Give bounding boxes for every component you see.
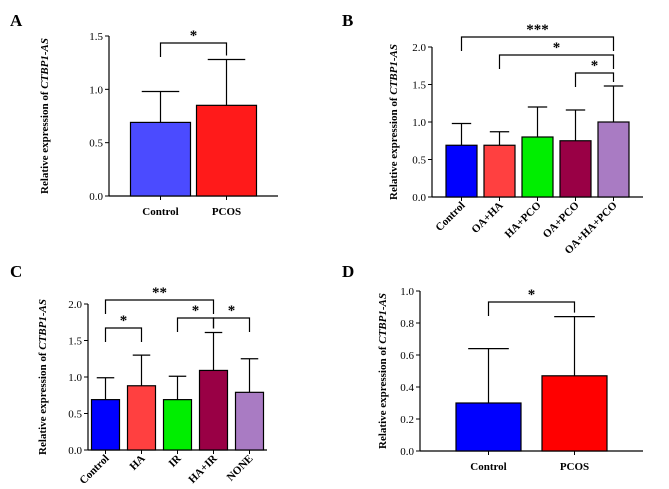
- panel-d-category-label: Control: [470, 461, 506, 473]
- panel-d-bar: [455, 402, 522, 452]
- panel-c-significance-label: **: [152, 285, 167, 301]
- panel-a-y-axis-label-gene: CTBP1-AS: [39, 38, 51, 89]
- panel-d-y-axis-label-gene: CTBP1-AS: [377, 293, 389, 344]
- panel-c-significance-bracket: [212, 317, 251, 332]
- panel-d-y-tick-label: 0.0: [400, 446, 414, 458]
- panel-a-y-tick-label: 1.0: [89, 84, 103, 96]
- panel-d-y-axis-label: Relative expression of CTBP1-AS: [377, 293, 389, 449]
- panel-b-significance-label: *: [591, 58, 599, 74]
- panel-c-y-tick-label: 2.0: [68, 299, 82, 311]
- panel-a-y-tick-label: 0.0: [89, 191, 103, 203]
- panel-b-category-label: HA+PCO: [503, 199, 544, 240]
- panel-c-y-axis-label-gene: CTBP1-AS: [37, 299, 49, 350]
- panel-b-letter: B: [342, 11, 353, 30]
- panel-c-category-label: HA: [127, 453, 147, 473]
- panel-c: C 0.0 0.5 1.0 1.5 2.0 Relative expression of C…: [10, 262, 267, 487]
- panel-c-y-tick-label: 1.5: [68, 336, 82, 348]
- panel-a-category-label: Control: [142, 206, 178, 218]
- panel-b-y-tick-label: 1.0: [412, 117, 426, 129]
- panel-d-y-tick-label: 0.2: [400, 414, 414, 426]
- panel-b-bar: [483, 144, 516, 198]
- panel-d: D 0.0 0.2 0.4 0.6 0.8 1.0 Relative expression o…: [342, 262, 643, 473]
- panel-c-bar: [162, 399, 193, 451]
- panel-a: A 0.0 0.5 1.0 1.5 Relative expression of CTBP…: [10, 11, 278, 218]
- panel-c-bar: [126, 385, 157, 451]
- panel-c-bar: [90, 399, 121, 451]
- panel-d-significance-label: *: [528, 287, 536, 303]
- panel-b-significance-bracket: [460, 36, 615, 51]
- panel-d-y-tick-label: 0.8: [400, 318, 414, 330]
- panel-d-category-label: PCOS: [560, 461, 589, 473]
- panel-c-category-label: NONE: [225, 453, 256, 484]
- panel-b-significance-label: ***: [526, 22, 549, 38]
- panel-c-y-tick-label: 0.5: [68, 409, 82, 421]
- panel-b-bar: [445, 144, 478, 198]
- panel-b-y-tick-label: 2.0: [412, 42, 426, 54]
- panel-b-y-tick-label: 0.0: [412, 192, 426, 204]
- panel-d-y-tick-label: 1.0: [400, 286, 414, 298]
- panel-a-y-axis-label: Relative expression of CTBP1-AS: [39, 38, 51, 194]
- panel-d-letter: D: [342, 262, 354, 281]
- panel-b: B 0.0 0.5 1.0 1.5 2.0 Relative expression of C…: [342, 11, 643, 257]
- panel-c-significance-label: *: [228, 303, 236, 319]
- panel-b-bar: [559, 140, 592, 198]
- panel-b-y-tick-label: 0.5: [412, 155, 426, 167]
- panel-d-significance-bracket: [487, 301, 576, 316]
- panel-c-letter: C: [10, 262, 22, 281]
- panel-c-category-label: HA+IR: [186, 452, 220, 486]
- panel-b-y-axis-label-text: Relative expression of: [388, 95, 400, 200]
- panel-b-category-label: OA+HA: [469, 200, 505, 236]
- panel-d-y-tick-label: 0.4: [400, 382, 414, 394]
- panel-c-category-label: IR: [166, 452, 184, 470]
- panel-b-bar: [521, 136, 554, 198]
- panel-c-bar: [198, 369, 229, 451]
- panel-b-y-axis-label: Relative expression of CTBP1-AS: [388, 44, 400, 200]
- panel-d-bar: [541, 375, 608, 452]
- panel-a-letter: A: [10, 11, 23, 30]
- panel-a-y-tick-label: 0.5: [89, 138, 103, 150]
- panel-c-significance-bracket: [176, 317, 215, 332]
- panel-b-y-axis-label-gene: CTBP1-AS: [388, 44, 400, 95]
- panel-b-significance-bracket: [498, 54, 615, 69]
- panel-c-significance-bracket: [104, 327, 143, 342]
- panel-b-y-tick-label: 1.5: [412, 80, 426, 92]
- panel-c-significance-label: *: [120, 313, 128, 329]
- panel-a-category-label: PCOS: [212, 206, 241, 218]
- panel-b-significance-label: *: [553, 40, 561, 56]
- panel-a-bar: [129, 121, 192, 197]
- panel-a-y-tick-label: 1.5: [89, 31, 103, 43]
- panel-a-y-axis-label-text: Relative expression of: [39, 89, 51, 194]
- panel-a-significance-bracket: [159, 42, 228, 57]
- panel-a-bar: [195, 104, 258, 197]
- panel-c-y-axis-label: Relative expression of CTBP1-AS: [37, 299, 49, 455]
- panel-a-significance-label: *: [190, 28, 198, 44]
- panel-d-y-axis-label-text: Relative expression of: [377, 344, 389, 449]
- panel-c-y-axis-label-text: Relative expression of: [37, 350, 49, 455]
- panel-c-y-tick-label: 0.0: [68, 445, 82, 457]
- panel-c-significance-label: *: [192, 303, 200, 319]
- panel-c-y-tick-label: 1.0: [68, 372, 82, 384]
- panel-b-category-label: Control: [433, 200, 467, 234]
- panel-c-category-label: Control: [77, 453, 111, 487]
- panel-d-y-tick-label: 0.6: [400, 350, 414, 362]
- panel-c-bar: [234, 391, 265, 451]
- panel-b-bar: [597, 121, 630, 198]
- panel-b-significance-bracket: [574, 72, 615, 87]
- panel-c-significance-bracket: [104, 299, 215, 314]
